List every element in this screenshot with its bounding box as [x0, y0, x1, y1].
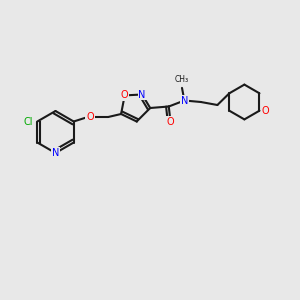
Text: N: N	[52, 148, 59, 158]
Text: O: O	[167, 116, 174, 127]
Text: O: O	[86, 112, 94, 122]
Text: N: N	[181, 95, 188, 106]
Text: N: N	[138, 89, 146, 100]
Text: CH₃: CH₃	[175, 75, 189, 84]
Text: Cl: Cl	[23, 116, 33, 127]
Text: O: O	[121, 90, 128, 100]
Text: O: O	[262, 106, 269, 116]
